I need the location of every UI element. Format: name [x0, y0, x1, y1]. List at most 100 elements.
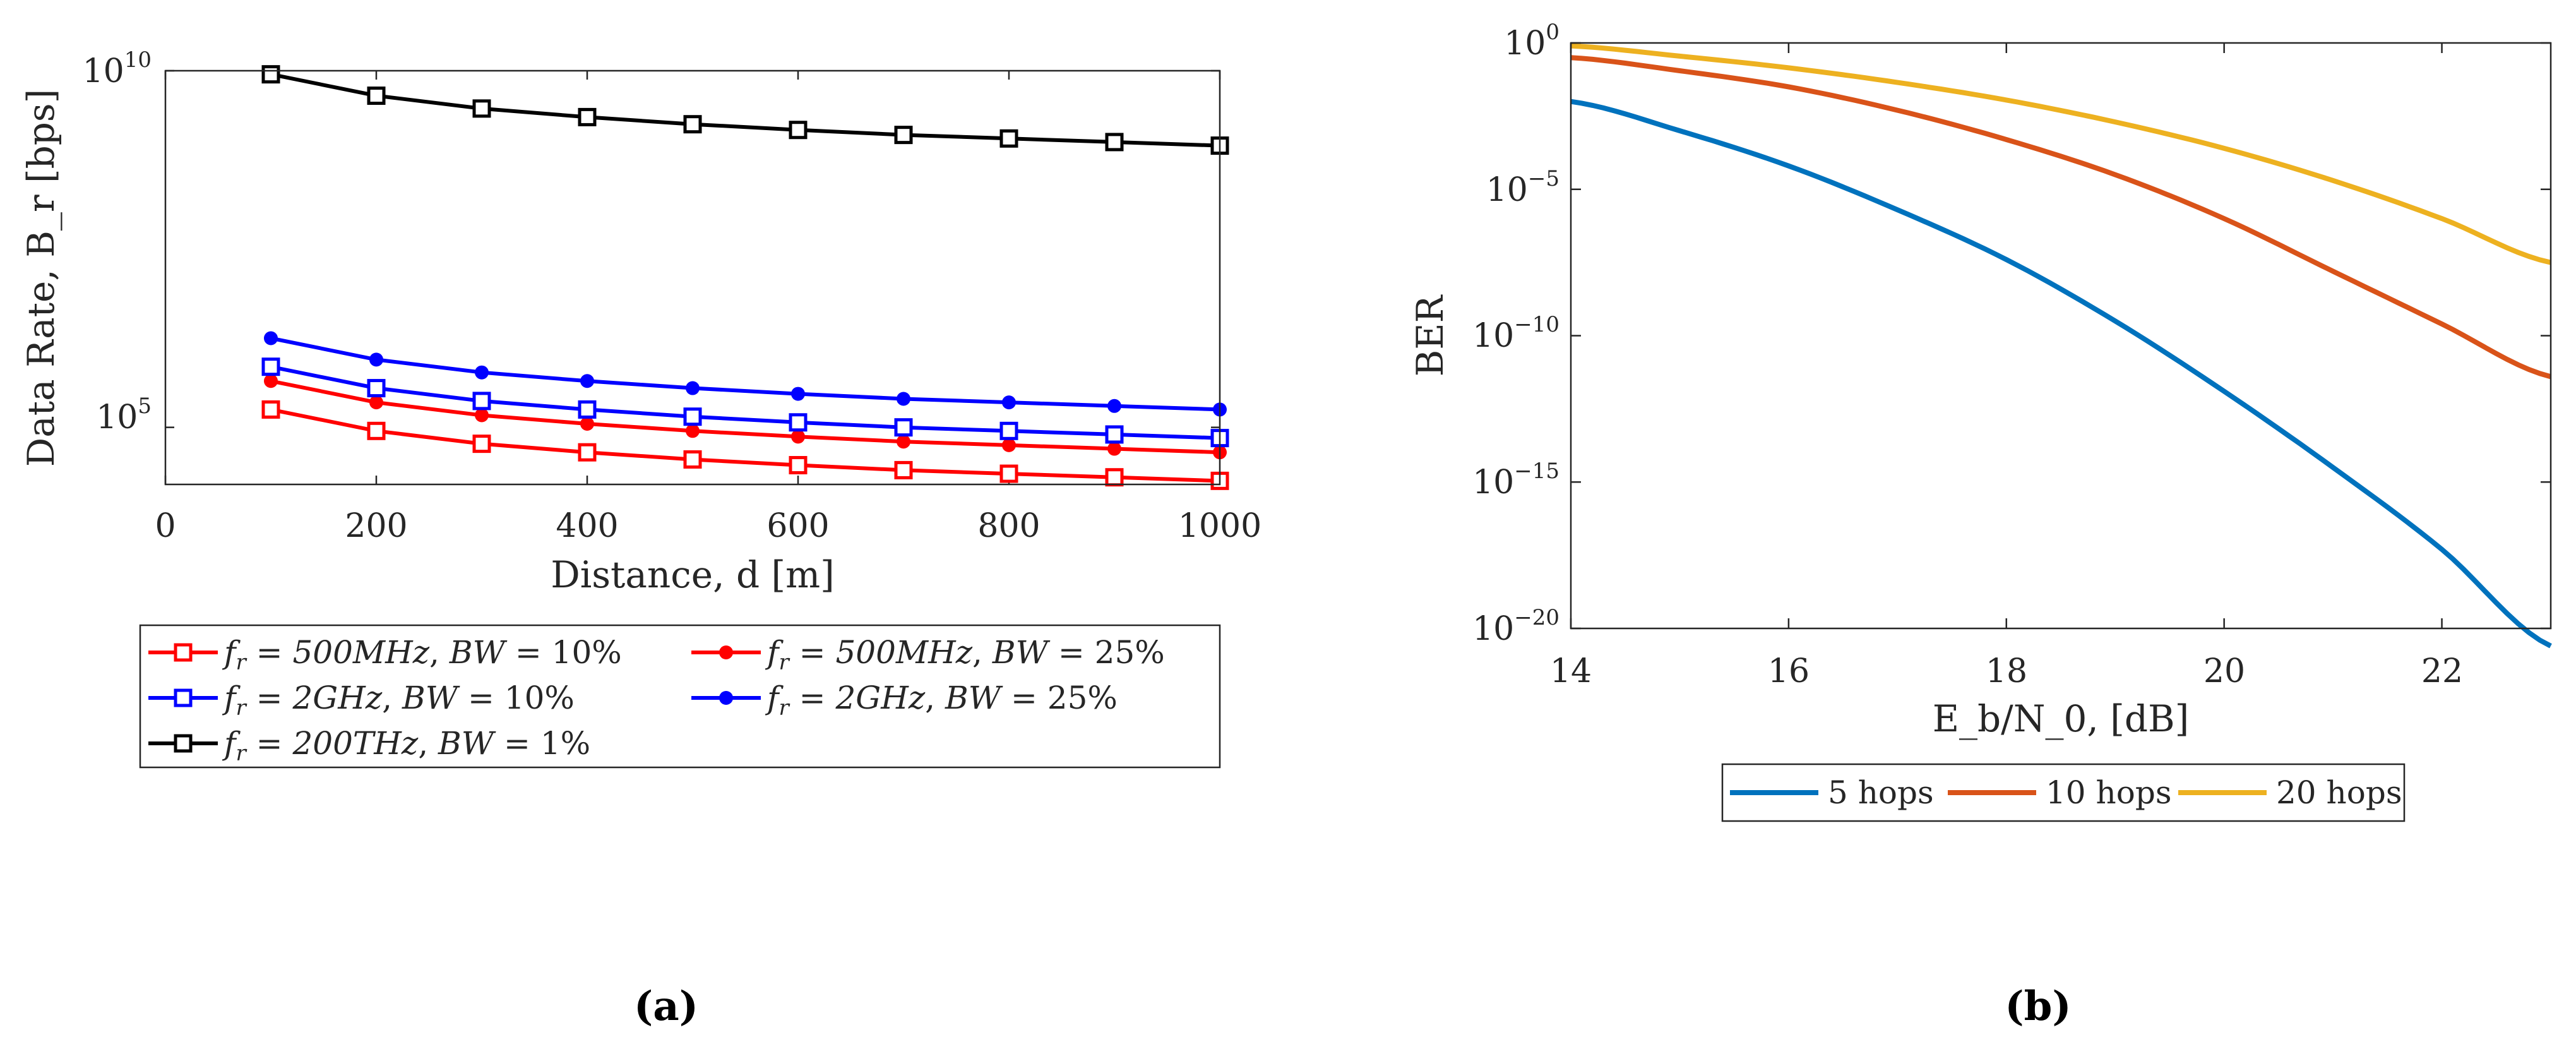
data-point	[791, 387, 805, 401]
panel-a-x-tick: 800	[977, 507, 1040, 545]
series-line	[1570, 99, 2552, 649]
series-line	[1570, 55, 2552, 380]
data-point	[261, 65, 280, 84]
panel-b-x-tick: 18	[1986, 652, 2027, 690]
data-point	[264, 331, 278, 345]
panel-a: 0 200 400 600 800 1000 1010 105 Distance…	[20, 47, 1261, 1030]
panel-a-x-tick: 0	[155, 507, 176, 545]
data-point	[897, 392, 910, 406]
data-point	[1105, 468, 1124, 487]
panel-b-y-tick: 10−15	[1472, 459, 1559, 501]
panel-a-y-axis-label: Data Rate, B_r [bps]	[20, 89, 63, 467]
panel-b-caption: (b)	[2005, 983, 2071, 1030]
panel-b-y-axis-label: BER	[1409, 294, 1452, 376]
data-point	[261, 357, 280, 376]
data-point	[897, 435, 910, 449]
data-point	[894, 126, 913, 145]
panel-b-plot-frame	[1570, 42, 2552, 630]
data-point	[475, 408, 489, 423]
panel-b-x-tick: 16	[1768, 652, 1810, 690]
data-point	[791, 429, 805, 444]
panel-b-y-tick: 10−20	[1472, 605, 1559, 648]
legend-label: fr = 200THz, BW = 1%	[222, 725, 590, 766]
data-point	[1002, 438, 1016, 452]
panel-a-x-axis-label: Distance, d [m]	[551, 553, 835, 596]
legend-label: 5 hops	[1828, 774, 1934, 811]
legend-label: fr = 500MHz, BW = 25%	[765, 634, 1165, 675]
data-point	[789, 413, 808, 432]
panel-b-x-tick: 22	[2421, 652, 2463, 690]
data-point	[367, 421, 386, 440]
data-point	[367, 379, 386, 398]
panel-b-x-axis-label: E_b/N_0, [dB]	[1933, 697, 2190, 740]
series-line	[270, 407, 1220, 483]
panel-a-caption: (a)	[634, 983, 698, 1030]
legend-label: 10 hops	[2046, 774, 2172, 811]
data-point	[894, 460, 913, 479]
data-point	[683, 115, 702, 134]
legend-entry-2ghz-10: fr = 2GHz, BW = 10%	[148, 680, 575, 721]
data-point	[369, 352, 383, 367]
data-point	[789, 456, 808, 475]
panel-b-y-tick: 10−10	[1472, 312, 1559, 355]
legend-entry-2ghz-25: fr = 2GHz, BW = 25%	[691, 680, 1118, 721]
legend-entry-5-hops: 5 hops	[1730, 774, 1934, 811]
panel-b-x-tick: 14	[1550, 652, 1592, 690]
data-point	[580, 417, 594, 431]
legend-entry-500mhz-10: fr = 500MHz, BW = 10%	[148, 634, 622, 675]
series-line	[1570, 43, 2551, 265]
series-line	[270, 364, 1220, 440]
panel-a-plot-frame	[164, 69, 1221, 486]
data-point	[472, 392, 491, 411]
data-point	[999, 421, 1018, 440]
data-point	[475, 365, 489, 380]
panel-a-legend: fr = 500MHz, BW = 10% fr = 500MHz, BW = …	[139, 624, 1221, 769]
data-point	[1002, 395, 1016, 410]
panel-a-x-tick: 400	[556, 507, 618, 545]
panel-a-legend-box	[139, 624, 1221, 769]
data-point	[686, 381, 700, 395]
panel-b-x-ticks: 14 16 18 20 22	[1550, 652, 2463, 690]
legend-entry-10-hops: 10 hops	[1948, 774, 2172, 811]
data-point	[472, 99, 491, 118]
data-point	[472, 435, 491, 453]
legend-label: fr = 2GHz, BW = 25%	[765, 680, 1118, 721]
legend-label: 20 hops	[2276, 774, 2402, 811]
legend-label: fr = 2GHz, BW = 10%	[222, 680, 575, 721]
legend-label: fr = 500MHz, BW = 10%	[222, 634, 622, 675]
data-point	[999, 129, 1018, 148]
panel-b-y-tick: 10−5	[1486, 166, 1559, 209]
data-point	[683, 450, 702, 469]
panel-b: 14 16 18 20 22 100 10−5 10−10 10−15 10−2…	[1409, 20, 2552, 1030]
data-point	[367, 87, 386, 105]
data-point	[686, 424, 700, 438]
panel-b-legend: 5 hops 10 hops 20 hops	[1721, 763, 2406, 822]
panel-a-x-tick: 600	[766, 507, 829, 545]
panel-b-legend-box	[1721, 763, 2406, 822]
data-point	[261, 400, 280, 419]
data-point	[683, 407, 702, 426]
data-point	[264, 374, 278, 388]
data-point	[578, 400, 597, 419]
data-point	[369, 395, 383, 410]
legend-entry-500mhz-25: fr = 500MHz, BW = 25%	[691, 634, 1165, 675]
panel-a-x-tick: 200	[345, 507, 407, 545]
legend-entry-200thz-1: fr = 200THz, BW = 1%	[148, 725, 590, 766]
data-point	[789, 121, 808, 140]
panel-a-x-ticks: 0 200 400 600 800 1000	[155, 507, 1261, 545]
data-point	[894, 418, 913, 437]
data-point	[1105, 133, 1124, 152]
data-point	[1107, 441, 1121, 456]
data-point	[580, 374, 594, 388]
legend-entry-20-hops: 20 hops	[2178, 774, 2402, 811]
panel-a-y-tick: 105	[96, 393, 152, 436]
series-line	[270, 379, 1220, 455]
data-point	[578, 107, 597, 126]
series-line	[270, 336, 1220, 412]
series-line	[270, 72, 1220, 148]
panel-a-x-tick: 1000	[1178, 507, 1261, 545]
data-point	[1107, 399, 1121, 413]
panel-b-x-tick: 20	[2203, 652, 2245, 690]
panel-b-y-tick: 100	[1504, 20, 1559, 63]
